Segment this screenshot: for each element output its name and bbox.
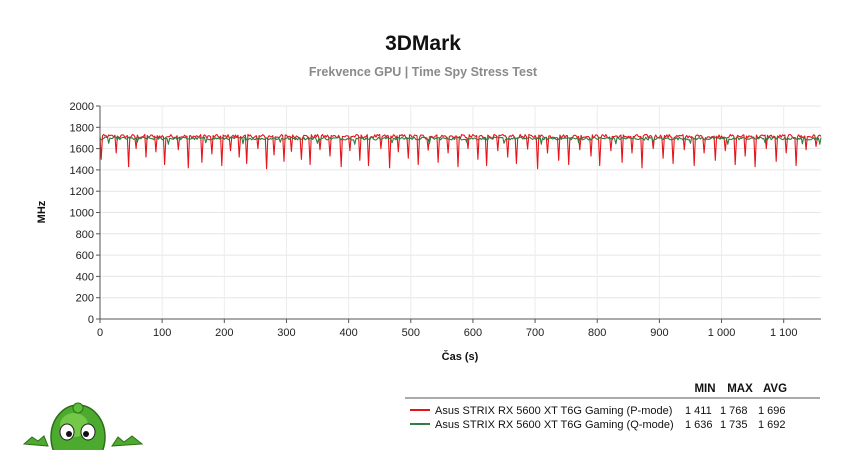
x-tick-label: 1 000 xyxy=(708,327,736,339)
y-tick-label: 1600 xyxy=(70,144,94,156)
x-tick-label: 0 xyxy=(97,327,103,339)
chart-title: 3DMark xyxy=(385,32,461,55)
x-tick-label: 300 xyxy=(277,327,295,339)
legend-header-avg: AVG xyxy=(763,383,787,395)
legend-entry-q-mode: Asus STRIX RX 5600 XT T6G Gaming (Q-mode… xyxy=(435,419,674,431)
y-tick-label: 1800 xyxy=(70,122,94,134)
x-tick-label: 100 xyxy=(153,327,171,339)
legend-min-p-mode: 1 411 xyxy=(685,405,712,417)
grid-horizontal xyxy=(100,105,821,320)
x-tick-label: 900 xyxy=(650,327,668,339)
legend-entry-p-mode: Asus STRIX RX 5600 XT T6G Gaming (P-mode… xyxy=(435,405,672,417)
legend-avg-q-mode: 1 692 xyxy=(758,419,786,431)
legend-max-q-mode: 1 735 xyxy=(720,419,748,431)
y-tick-label: 0 xyxy=(88,314,94,326)
y-tick-label: 1200 xyxy=(70,186,94,198)
chart-subtitle: Frekvence GPU | Time Spy Stress Test xyxy=(309,65,538,79)
y-tick-label: 1000 xyxy=(70,208,94,220)
x-tick-label: 500 xyxy=(402,327,420,339)
x-tick-label: 1 100 xyxy=(770,327,798,339)
y-tick-label: 1400 xyxy=(70,165,94,177)
mascot-logo xyxy=(22,402,144,450)
x-axis-ticks: 0 100 200 300 400 500 600 700 800 900 1 000 1 100 xyxy=(97,319,798,339)
x-tick-label: 400 xyxy=(339,327,357,339)
x-tick-label: 700 xyxy=(526,327,544,339)
series-line-p-mode xyxy=(99,133,822,170)
legend-max-p-mode: 1 768 xyxy=(720,405,748,417)
legend-avg-p-mode: 1 696 xyxy=(758,405,786,417)
x-axis-label: Čas (s) xyxy=(442,350,479,363)
y-tick-label: 200 xyxy=(76,293,94,305)
y-tick-label: 800 xyxy=(76,229,94,241)
y-axis-ticks: 0 200 400 600 800 1000 1200 1400 1600 1800 2000 xyxy=(70,101,100,326)
series-layer xyxy=(99,133,822,170)
x-tick-label: 800 xyxy=(588,327,606,339)
x-tick-label: 200 xyxy=(215,327,233,339)
legend-header-max: MAX xyxy=(727,383,753,395)
plot-area: 0 200 400 600 800 1000 1200 1400 1600 1800 2000 0 1… xyxy=(70,101,822,339)
legend: MIN MAX AVG Asus STRIX RX 5600 XT T6G Ga… xyxy=(405,383,820,431)
legend-min-q-mode: 1 636 xyxy=(685,419,713,431)
series-line-q-mode xyxy=(99,136,822,145)
x-tick-label: 600 xyxy=(464,327,482,339)
y-tick-label: 2000 xyxy=(70,101,94,113)
y-axis-label: MHz xyxy=(36,200,48,223)
legend-header-min: MIN xyxy=(694,383,715,395)
y-tick-label: 400 xyxy=(76,271,94,283)
y-tick-label: 600 xyxy=(76,250,94,262)
